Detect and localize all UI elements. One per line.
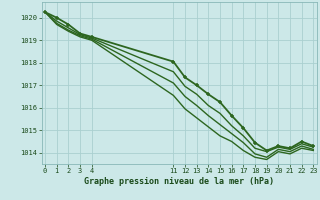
X-axis label: Graphe pression niveau de la mer (hPa): Graphe pression niveau de la mer (hPa) (84, 177, 274, 186)
